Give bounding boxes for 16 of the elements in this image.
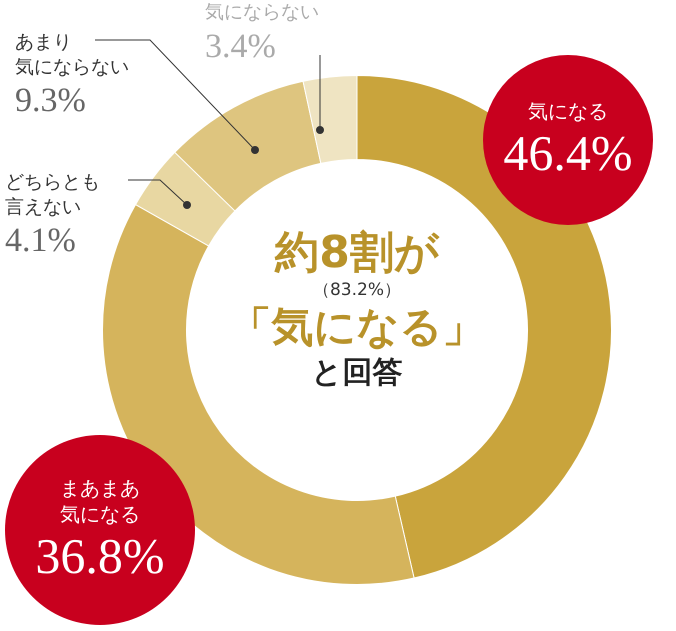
text: と回答 [310,354,404,392]
data-label: 9.3% [15,81,87,122]
text: 約8割が [274,226,440,280]
data-label: 36.8% [35,527,165,585]
text: 「気になる」 [228,301,486,354]
slice-label: あまり気にならない [15,30,129,80]
data-label: 4.1% [5,221,77,262]
data-label: 46.4% [503,124,633,182]
slice-label: まあまあ気になる [60,475,140,527]
data-label: 3.4% [205,26,277,67]
speech-bubble: まあまあ気になる 36.8% [5,435,195,625]
slice-label: どちらとも言えない [5,170,100,220]
slice-label: 気にならない [205,0,319,25]
slice-label: 気になる [528,98,608,124]
text: （83.2%） [312,280,402,302]
speech-bubble: 気になる 46.4% [483,55,653,225]
